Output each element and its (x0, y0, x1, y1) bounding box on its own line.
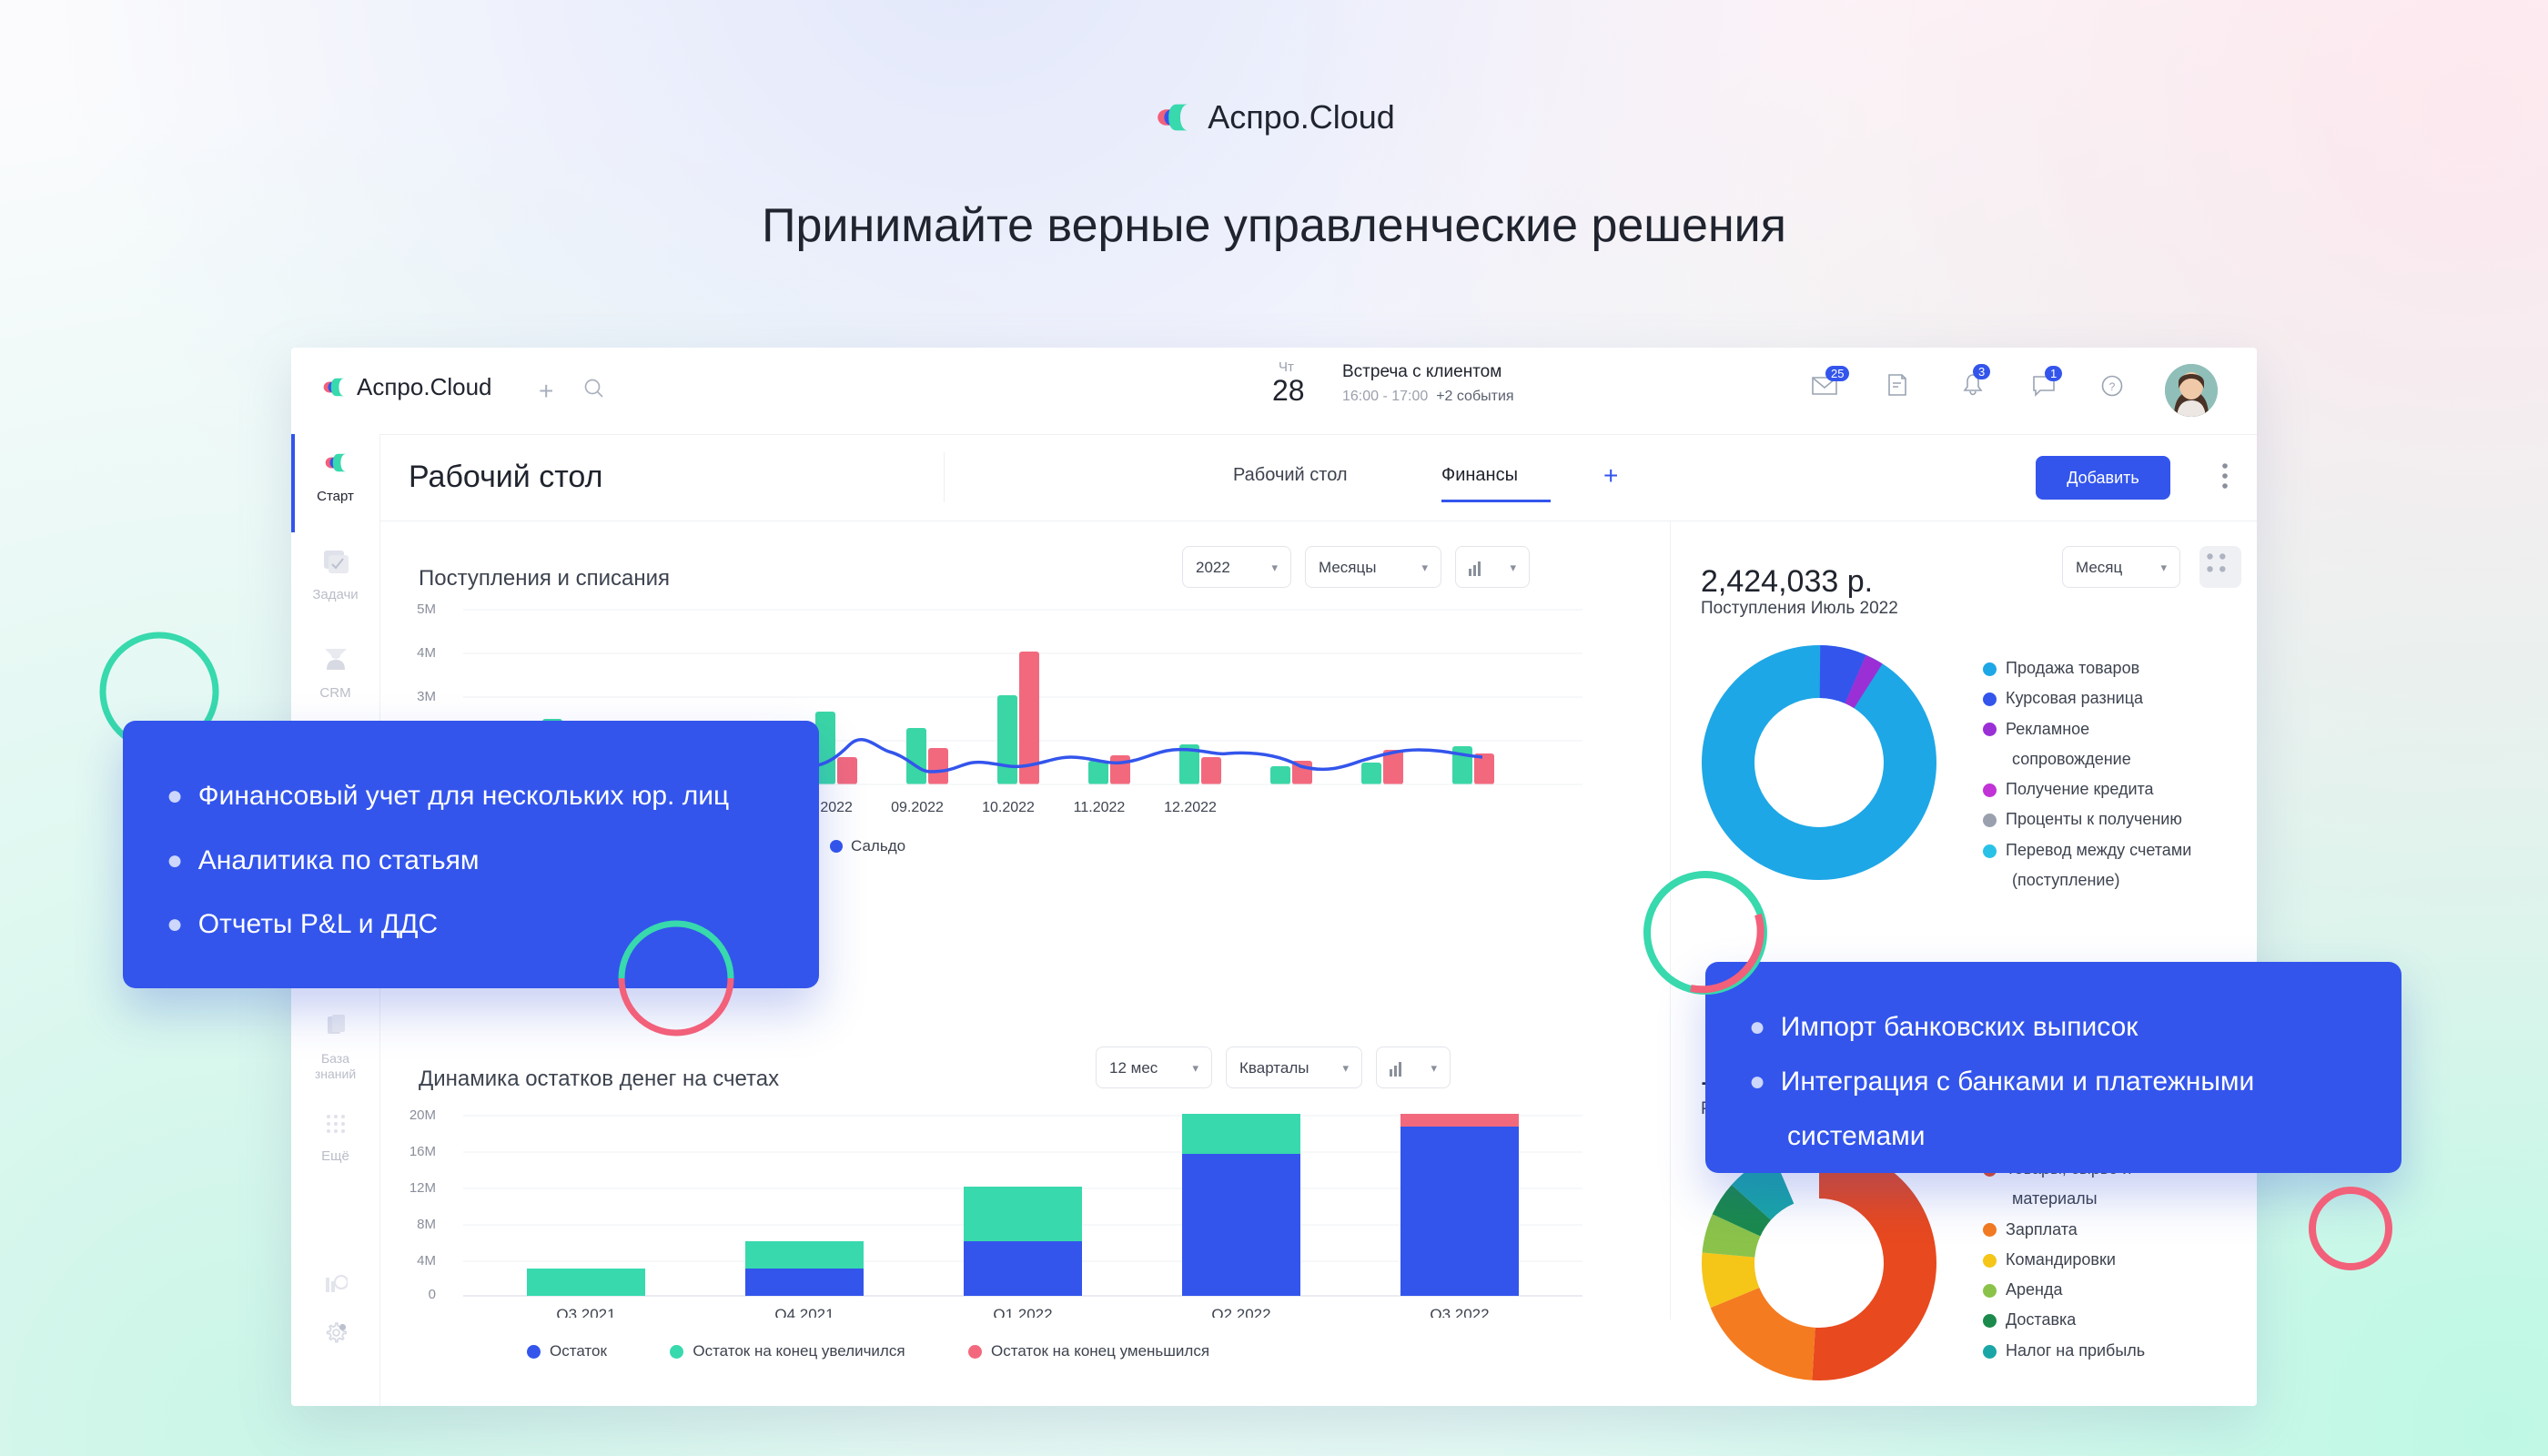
svg-text:Q3 2022: Q3 2022 (1430, 1306, 1489, 1318)
svg-text:11.2022: 11.2022 (1074, 800, 1126, 815)
svg-text:3M: 3M (417, 689, 436, 704)
svg-text:?: ? (2109, 380, 2116, 393)
svg-text:10.2022: 10.2022 (982, 800, 1035, 815)
svg-text:Q2 2022: Q2 2022 (1211, 1306, 1270, 1318)
svg-text:4M: 4M (417, 645, 436, 661)
svg-text:4M: 4M (417, 1253, 436, 1269)
svg-text:Сальдо: Сальдо (851, 837, 905, 854)
svg-text:Q3 2021: Q3 2021 (556, 1306, 615, 1318)
svg-text:16M: 16M (410, 1144, 436, 1159)
svg-text:0: 0 (429, 1287, 436, 1302)
svg-text:5M: 5M (417, 602, 436, 617)
svg-text:09.2022: 09.2022 (891, 800, 944, 815)
svg-text:12.2022: 12.2022 (1164, 800, 1217, 815)
svg-text:12M: 12M (410, 1180, 436, 1196)
svg-text:20M: 20M (410, 1108, 436, 1123)
svg-text:8M: 8M (417, 1217, 436, 1232)
svg-text:Q4 2021: Q4 2021 (774, 1306, 834, 1318)
svg-text:Q1 2022: Q1 2022 (993, 1306, 1052, 1318)
